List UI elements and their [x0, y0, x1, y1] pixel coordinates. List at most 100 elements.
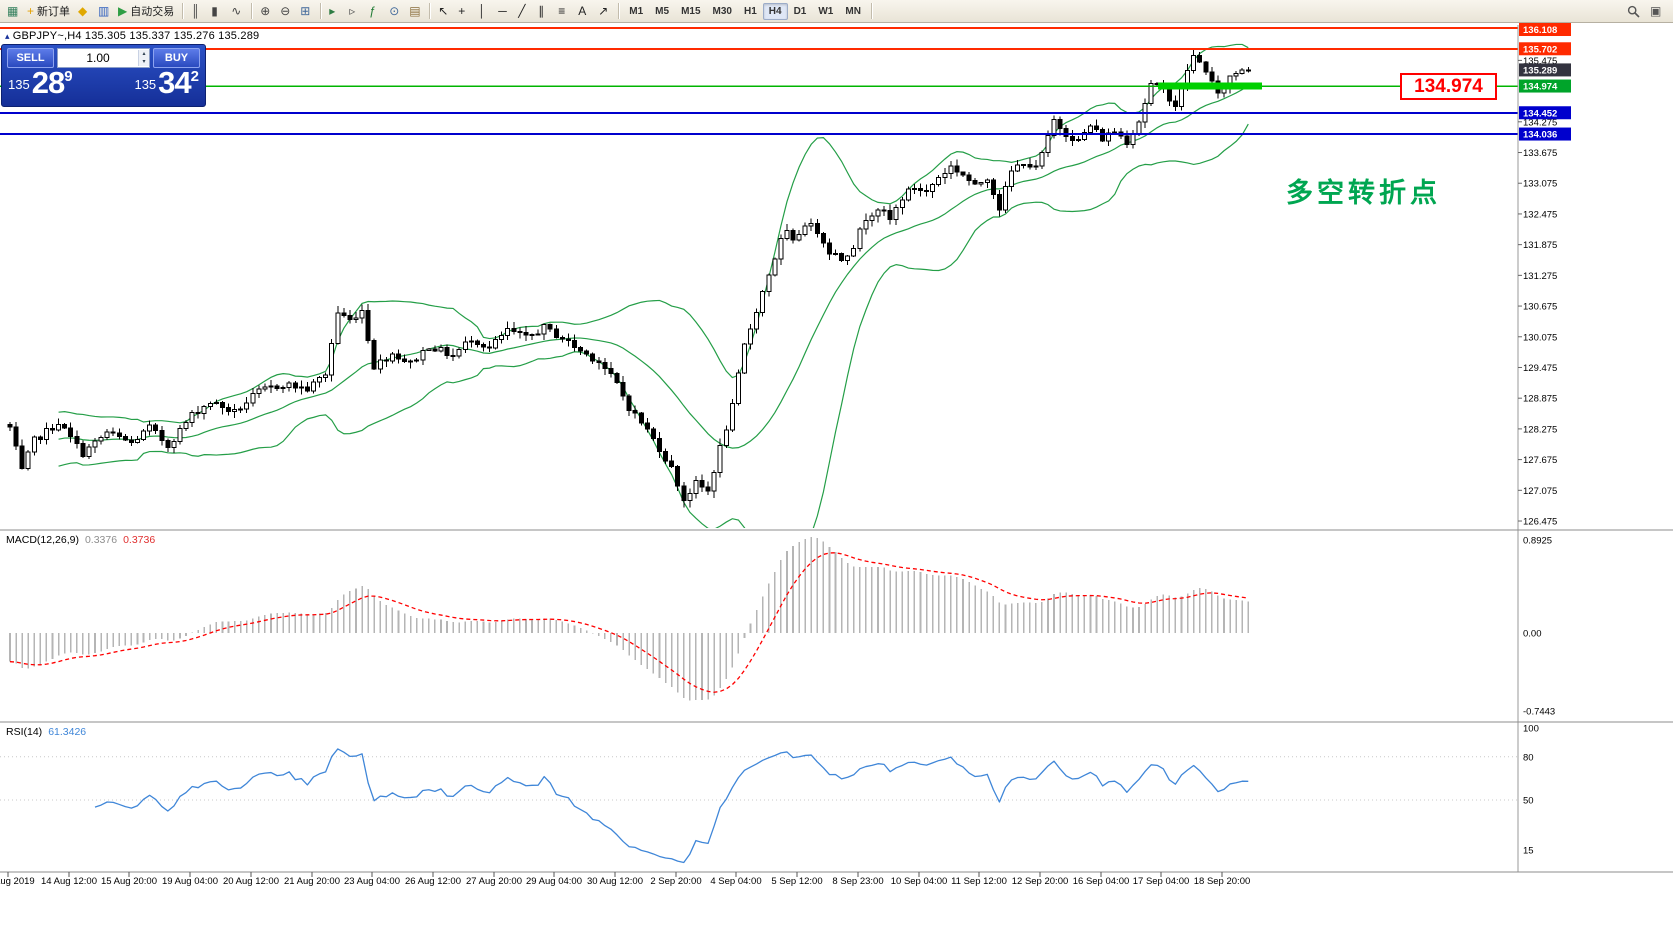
market-watch-button[interactable]: ▥: [94, 1, 114, 21]
rsi-panel: 100 80 50 15: [0, 724, 1539, 864]
indicators-icon: ƒ: [369, 4, 376, 18]
panels-button[interactable]: ▣: [1646, 1, 1666, 21]
svg-text:26 Aug 12:00: 26 Aug 12:00: [405, 876, 461, 887]
sell-button[interactable]: SELL: [7, 48, 54, 68]
chart-window: 126.475 127.075 127.675 128.275 128.875 129.4…: [0, 23, 1673, 947]
periods-button[interactable]: ⊙: [385, 1, 405, 21]
tile-windows-icon: ⊞: [300, 4, 311, 18]
bid-price: 135 28 9: [8, 67, 73, 98]
horizontal-line-button[interactable]: ─: [494, 1, 514, 21]
svg-text:135.475: 135.475: [1523, 56, 1557, 67]
svg-text:15: 15: [1523, 846, 1534, 857]
quote-ohlc-text: GBPJPY~,H4 135.305 135.337 135.276 135.2…: [12, 30, 260, 42]
toolbar-separator: [320, 3, 322, 19]
text-button[interactable]: A: [574, 1, 594, 21]
vertical-line-button[interactable]: │: [474, 1, 494, 21]
buy-button[interactable]: BUY: [153, 48, 200, 68]
search-button[interactable]: [1623, 1, 1644, 21]
trendline-icon: ╱: [518, 4, 526, 18]
rsi-label: RSI(14) 61.3426: [6, 726, 92, 738]
cursor-button[interactable]: ↖: [434, 1, 454, 21]
price-scale[interactable]: 126.475 127.075 127.675 128.275 128.875 129.4…: [1517, 23, 1571, 872]
timeframe-d1[interactable]: D1: [793, 5, 807, 17]
collapse-panel-icon[interactable]: ▴: [5, 31, 10, 41]
svg-text:10 Sep 04:00: 10 Sep 04:00: [891, 876, 948, 887]
timeframe-toolbar: M1 M5 M15 M30 H1 H4 D1 W1 MN: [614, 2, 876, 20]
autotrading-button[interactable]: ▶ 自动交易: [114, 1, 178, 21]
timeframe-m5[interactable]: M5: [655, 5, 670, 17]
zoom-out-icon: ⊖: [280, 4, 291, 18]
candlestick-button[interactable]: ▮: [207, 1, 227, 21]
market-watch-icon: ▥: [98, 4, 110, 18]
bid-price-point: 9: [64, 68, 73, 85]
svg-text:134.275: 134.275: [1523, 117, 1557, 128]
svg-text:4 Sep 04:00: 4 Sep 04:00: [710, 876, 761, 887]
timeframe-m1[interactable]: M1: [629, 5, 644, 17]
indicators-button[interactable]: ƒ: [365, 1, 385, 21]
arrows-button[interactable]: ↗: [594, 1, 614, 21]
svg-text:14 Aug 12:00: 14 Aug 12:00: [41, 876, 97, 887]
timeframe-h1[interactable]: H1: [743, 5, 757, 17]
timeframe-m30[interactable]: M30: [712, 5, 732, 17]
autotrading-button-label: 自动交易: [130, 6, 175, 18]
timeframe-m15[interactable]: M15: [681, 5, 701, 17]
svg-text:15 Aug 20:00: 15 Aug 20:00: [101, 876, 157, 887]
fibonacci-button[interactable]: ≡: [554, 1, 574, 21]
new-order-button-label: 新订单: [37, 6, 71, 18]
crosshair-button[interactable]: +: [454, 1, 474, 21]
svg-text:27 Aug 20:00: 27 Aug 20:00: [466, 876, 522, 887]
macd-main-value: 0.3376: [84, 534, 118, 546]
svg-text:17 Sep 04:00: 17 Sep 04:00: [1133, 876, 1190, 887]
svg-text:129.475: 129.475: [1523, 363, 1557, 374]
channel-button[interactable]: ∥: [534, 1, 554, 21]
new-chart-button[interactable]: ▦: [3, 1, 23, 21]
chart-shift-button[interactable]: ▹: [345, 1, 365, 21]
svg-text:127.675: 127.675: [1523, 455, 1557, 466]
autotrading-icon: ▶: [118, 4, 128, 18]
bar-chart-icon: ║: [191, 4, 200, 18]
macd-panel: 0.8925 0.00 -0.7443: [9, 536, 1555, 718]
svg-text:126.475: 126.475: [1523, 517, 1557, 528]
price-level-callout[interactable]: 134.974: [1400, 73, 1497, 101]
auto-scroll-button[interactable]: ▸: [325, 1, 345, 21]
zoom-in-button[interactable]: ⊕: [256, 1, 276, 21]
volume-input[interactable]: 1.00 ▴ ▾: [57, 48, 150, 68]
horizontal-lines[interactable]: [0, 27, 1518, 136]
timeframe-mn[interactable]: MN: [845, 5, 861, 17]
templates-icon: ▤: [409, 4, 421, 18]
time-scale[interactable]: 13 Aug 2019 14 Aug 12:00 15 Aug 20:00 19 Au…: [0, 872, 1250, 887]
toolbar-separator: [870, 3, 872, 19]
zoom-out-button[interactable]: ⊖: [276, 1, 296, 21]
bollinger-bands: [58, 43, 1249, 528]
volume-down-icon[interactable]: ▾: [139, 58, 149, 66]
ask-price: 135 34 2: [134, 67, 199, 98]
svg-text:11 Sep 12:00: 11 Sep 12:00: [951, 876, 1007, 887]
svg-text:0.00: 0.00: [1523, 629, 1542, 640]
new-order-button[interactable]: + 新订单: [23, 1, 74, 21]
svg-text:30 Aug 12:00: 30 Aug 12:00: [587, 876, 643, 887]
chart-shift-icon: ▹: [349, 4, 356, 18]
auto-scroll-icon: ▸: [329, 4, 336, 18]
cursor-icon: ↖: [438, 4, 449, 18]
channel-icon: ∥: [538, 4, 545, 18]
bar-chart-button[interactable]: ║: [187, 1, 207, 21]
crosshair-icon: +: [458, 4, 466, 18]
arrows-icon: ↗: [598, 4, 609, 18]
templates-button[interactable]: ▤: [405, 1, 425, 21]
trendline-button[interactable]: ╱: [514, 1, 534, 21]
svg-text:131.275: 131.275: [1523, 271, 1557, 282]
volume-up-icon[interactable]: ▴: [139, 50, 149, 58]
panel-separators[interactable]: [0, 529, 1673, 873]
svg-text:0.8925: 0.8925: [1523, 536, 1552, 547]
toolbar-groups: ▦ + 新订单 ◆ ▥ ▶ 自动交易 ║ ▮ ∿ ⊕ ⊖ ⊞ ▸ ▹ ƒ ⊙ ▤ ↖ + │ ─ ╱ ∥ ≡ A ↗: [3, 1, 614, 21]
tile-windows-button[interactable]: ⊞: [296, 1, 316, 21]
profiles-button[interactable]: ◆: [74, 1, 94, 21]
price-chart[interactable]: 126.475 127.075 127.675 128.275 128.875 129.4…: [0, 23, 1673, 947]
svg-text:19 Aug 04:00: 19 Aug 04:00: [162, 876, 218, 887]
bid-price-prefix: 135: [8, 77, 30, 93]
line-chart-button[interactable]: ∿: [227, 1, 247, 21]
quote-header: ▴ GBPJPY~,H4 135.305 135.337 135.276 135.…: [5, 30, 259, 42]
timeframe-w1[interactable]: W1: [818, 5, 834, 17]
timeframe-h4[interactable]: H4: [762, 2, 788, 20]
svg-text:128.875: 128.875: [1523, 394, 1557, 405]
